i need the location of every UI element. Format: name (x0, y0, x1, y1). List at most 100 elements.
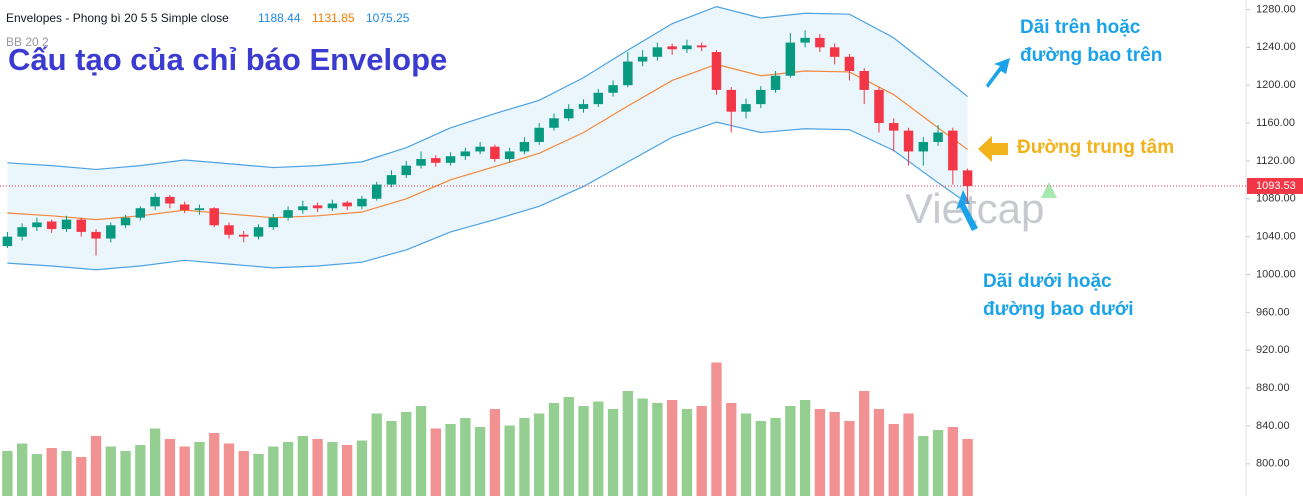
volume-bar (297, 436, 309, 496)
volume-bar (31, 454, 43, 496)
candle-body (150, 196, 160, 207)
volume-bar (962, 439, 973, 496)
candle-body (209, 208, 219, 226)
candle-body (785, 42, 796, 76)
candle-body (2, 236, 13, 247)
volume-bar (386, 421, 397, 496)
annotation: đường bao dưới (983, 299, 1134, 320)
candle-body (564, 108, 574, 119)
volume-bar (179, 446, 190, 496)
band-fill (7, 6, 968, 270)
candle-body (194, 208, 205, 211)
annotation: Dãi trên hoặc (1020, 17, 1141, 38)
volume-bar (253, 454, 264, 496)
volume-bar (76, 457, 87, 496)
volume-bar (460, 418, 471, 496)
indicator-label: Envelopes - Phong bì 20 5 5 Simple close (6, 11, 229, 25)
envelope-line (7, 5, 968, 171)
y-tick-label: 1040.00 (1256, 231, 1296, 243)
y-tick-label: 1000.00 (1256, 268, 1296, 280)
candle-body (623, 61, 633, 86)
volume-bar (652, 403, 663, 496)
y-tick-label: 960.00 (1256, 306, 1290, 318)
volume-bar (46, 448, 57, 496)
volume-bar (711, 362, 722, 496)
y-tick-label: 1160.00 (1256, 117, 1295, 129)
candle-body (918, 141, 929, 152)
indicator-value: 1131.85 (312, 11, 355, 25)
candle-body (298, 206, 308, 211)
volume-bar (785, 406, 796, 496)
volume-bar (696, 406, 707, 496)
volume-bar (814, 409, 826, 496)
candle-body (889, 123, 899, 131)
volume-bar (327, 442, 338, 496)
y-tick-label: 1200.00 (1256, 79, 1296, 91)
candle-body (386, 175, 397, 185)
volume-bar (726, 403, 737, 496)
volume-bar (903, 413, 914, 496)
volume-bar (593, 401, 604, 496)
y-tick-label: 920.00 (1256, 344, 1290, 356)
candle-body (371, 184, 382, 199)
envelope-band (7, 6, 968, 270)
annotation: đường bao trên (1020, 45, 1162, 66)
candle-body (165, 196, 175, 204)
candle-body (431, 158, 441, 163)
volume-bar (534, 413, 545, 496)
volume-bar (312, 439, 323, 496)
volume-bar (445, 424, 456, 496)
y-tick-label: 1080.00 (1256, 193, 1296, 205)
volume-bar (341, 445, 353, 496)
volume-bar (282, 442, 294, 496)
volume-bar (799, 400, 811, 496)
candle-body (253, 227, 264, 237)
candle-body (549, 118, 559, 128)
volume-bar (844, 421, 855, 496)
price-badge (1247, 177, 1303, 194)
volume-bar (873, 409, 885, 496)
candle-body (962, 170, 973, 186)
volume-bar (548, 403, 560, 496)
candle-body (61, 219, 72, 230)
volume-bar (740, 413, 752, 496)
volume-bar (829, 412, 840, 496)
y-tick-label: 1280.00 (1256, 3, 1296, 15)
volume-bar (430, 428, 441, 496)
volume-bar (681, 409, 693, 496)
volume-bar (149, 428, 161, 496)
candle-body (726, 89, 736, 112)
volume-bar (932, 430, 944, 496)
annotation: Dãi dưới hoặc (983, 271, 1112, 292)
candle-body (342, 202, 352, 207)
secondary-label: BB 20 2 (6, 35, 49, 49)
candle-body (534, 127, 544, 142)
candle-body (756, 89, 766, 105)
volume-bar (770, 418, 781, 496)
volume-bar (578, 406, 589, 496)
candle-body (91, 231, 101, 239)
candle-body (800, 37, 810, 43)
candle-body (652, 47, 663, 57)
candle-body (283, 210, 293, 218)
price-label: 1093.53 (1256, 180, 1296, 192)
candle-body (224, 225, 234, 235)
volume-bar (859, 391, 870, 496)
volume-bar (61, 451, 72, 496)
candle-body (460, 151, 471, 157)
candle-body (874, 89, 884, 124)
volume-bar (519, 418, 530, 496)
volume-bar (637, 398, 648, 496)
marker (1041, 182, 1057, 198)
volume-bar (415, 406, 427, 496)
volume-bar (120, 451, 131, 496)
candle-body (504, 151, 515, 160)
arrow (956, 190, 978, 231)
candle-body (416, 159, 426, 166)
candle-body (327, 203, 338, 209)
y-tick-label: 800.00 (1256, 458, 1290, 470)
volume-bar (918, 436, 929, 496)
arrow (986, 58, 1010, 88)
volume-bar (209, 433, 220, 496)
